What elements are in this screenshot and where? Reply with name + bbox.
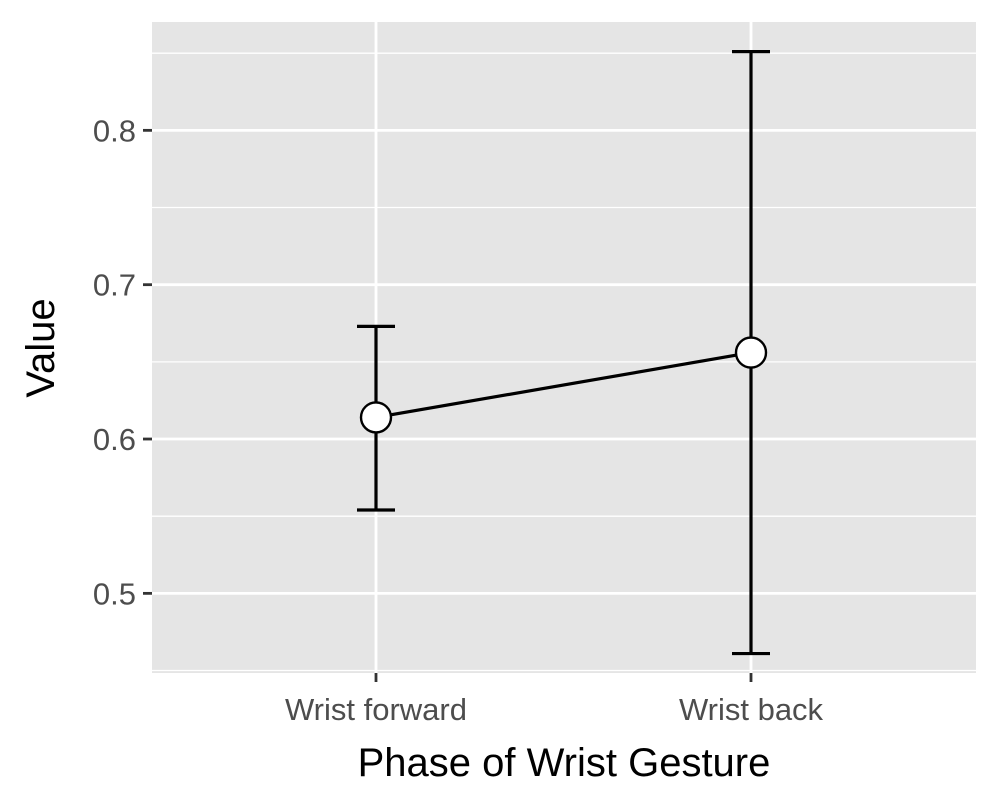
data-point	[734, 336, 768, 369]
y-axis-title: Value	[19, 298, 63, 397]
x-axis-ticks: Wrist forward Wrist back	[285, 673, 824, 727]
y-tick-label: 0.7	[93, 268, 136, 303]
data-point	[359, 401, 393, 434]
y-tick-label: 0.8	[93, 113, 136, 148]
x-axis-title: Phase of Wrist Gesture	[358, 741, 771, 785]
y-tick-label: 0.5	[93, 576, 136, 611]
x-tick-label: Wrist forward	[285, 692, 467, 727]
data-marks	[357, 50, 770, 656]
minor-gridlines	[152, 52, 976, 672]
series-line	[375, 351, 752, 419]
y-axis-ticks: 0.5 0.6 0.7 0.8	[93, 113, 152, 611]
y-tick-label: 0.6	[93, 422, 136, 457]
plot-panel	[152, 22, 976, 673]
x-tick-label: Wrist back	[679, 692, 824, 727]
